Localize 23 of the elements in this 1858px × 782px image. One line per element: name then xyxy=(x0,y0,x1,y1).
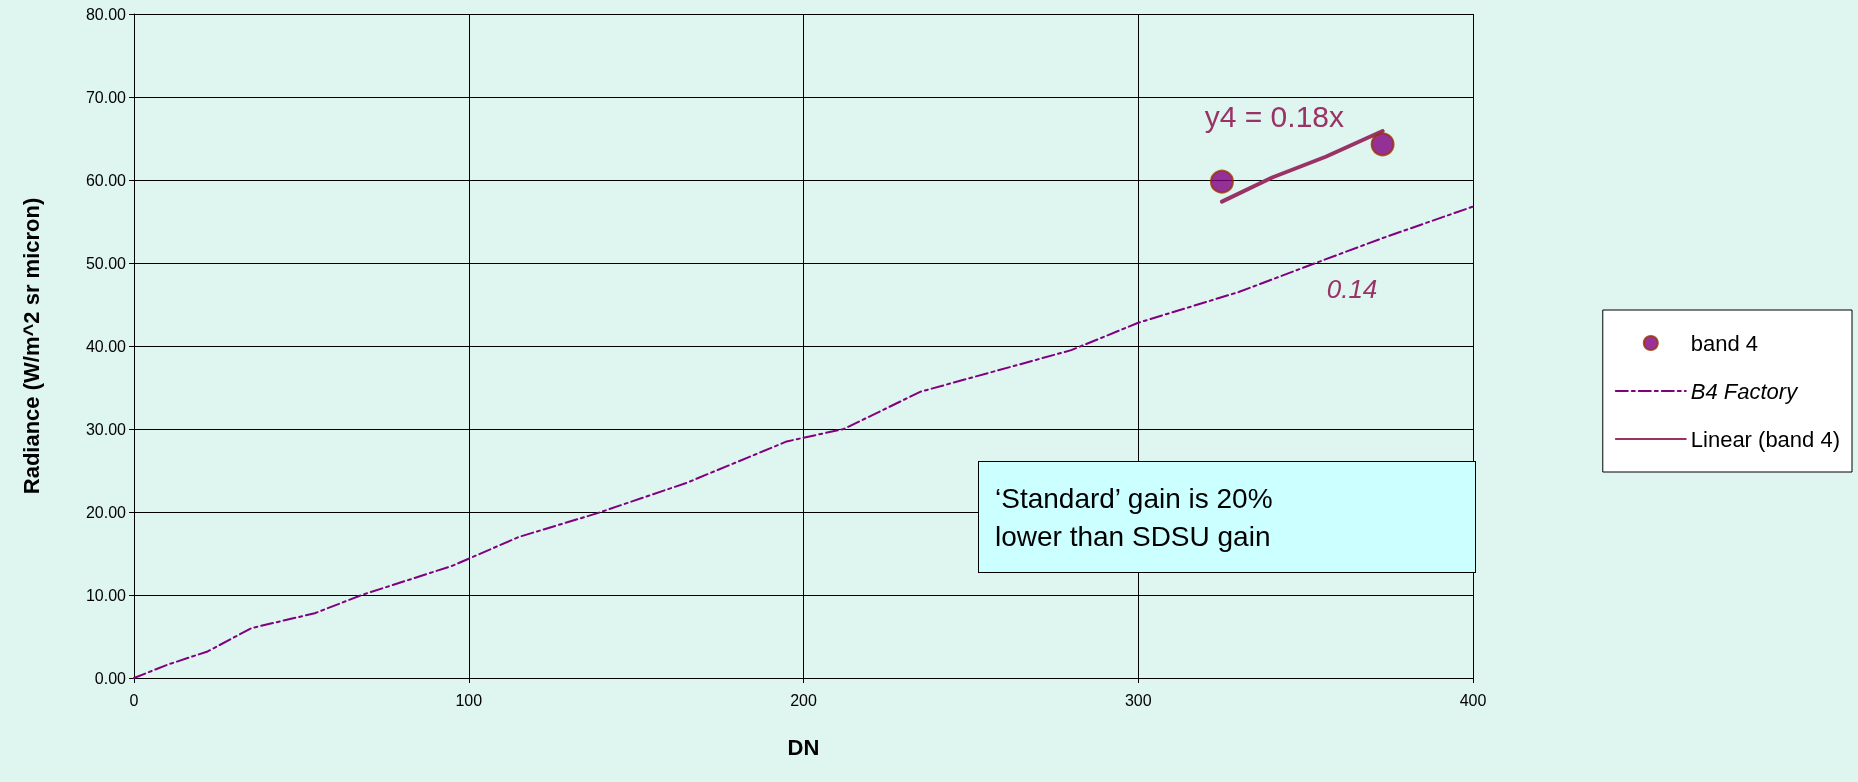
y-tick-label: 80.00 xyxy=(85,5,127,23)
legend-label: B4 Factory xyxy=(1690,378,1800,404)
y-tick-label: 70.00 xyxy=(85,88,127,106)
x-tick-label: 400 xyxy=(1459,691,1487,709)
legend-label: band 4 xyxy=(1690,330,1759,356)
y-tick-label: 60.00 xyxy=(85,171,127,189)
y-tick-label: 10.00 xyxy=(85,586,127,604)
annotation: 0.14 xyxy=(1326,274,1378,304)
y-tick-label: 0.00 xyxy=(94,669,127,687)
legend-label: Linear (band 4) xyxy=(1690,426,1841,452)
y-tick-label: 20.00 xyxy=(85,503,127,521)
y-tick-label: 50.00 xyxy=(85,254,127,272)
annotation: ‘Standard’ gain is 20% lower than SDSU gain xyxy=(995,482,1274,554)
callout-box: ‘Standard’ gain is 20% lower than SDSU gain xyxy=(978,461,1476,573)
x-tick-label: 200 xyxy=(790,691,817,709)
y-axis-title: Radiance (W/m^2 sr micron) xyxy=(18,197,44,495)
y-tick-label: 30.00 xyxy=(85,420,127,438)
x-tick-label: 100 xyxy=(455,691,483,709)
x-axis-title: DN xyxy=(787,734,820,760)
x-tick-label: 0 xyxy=(129,691,139,709)
annotation: y4 = 0.18x xyxy=(1204,99,1344,133)
y-tick-label: 40.00 xyxy=(85,337,127,355)
x-tick-label: 300 xyxy=(1124,691,1152,709)
